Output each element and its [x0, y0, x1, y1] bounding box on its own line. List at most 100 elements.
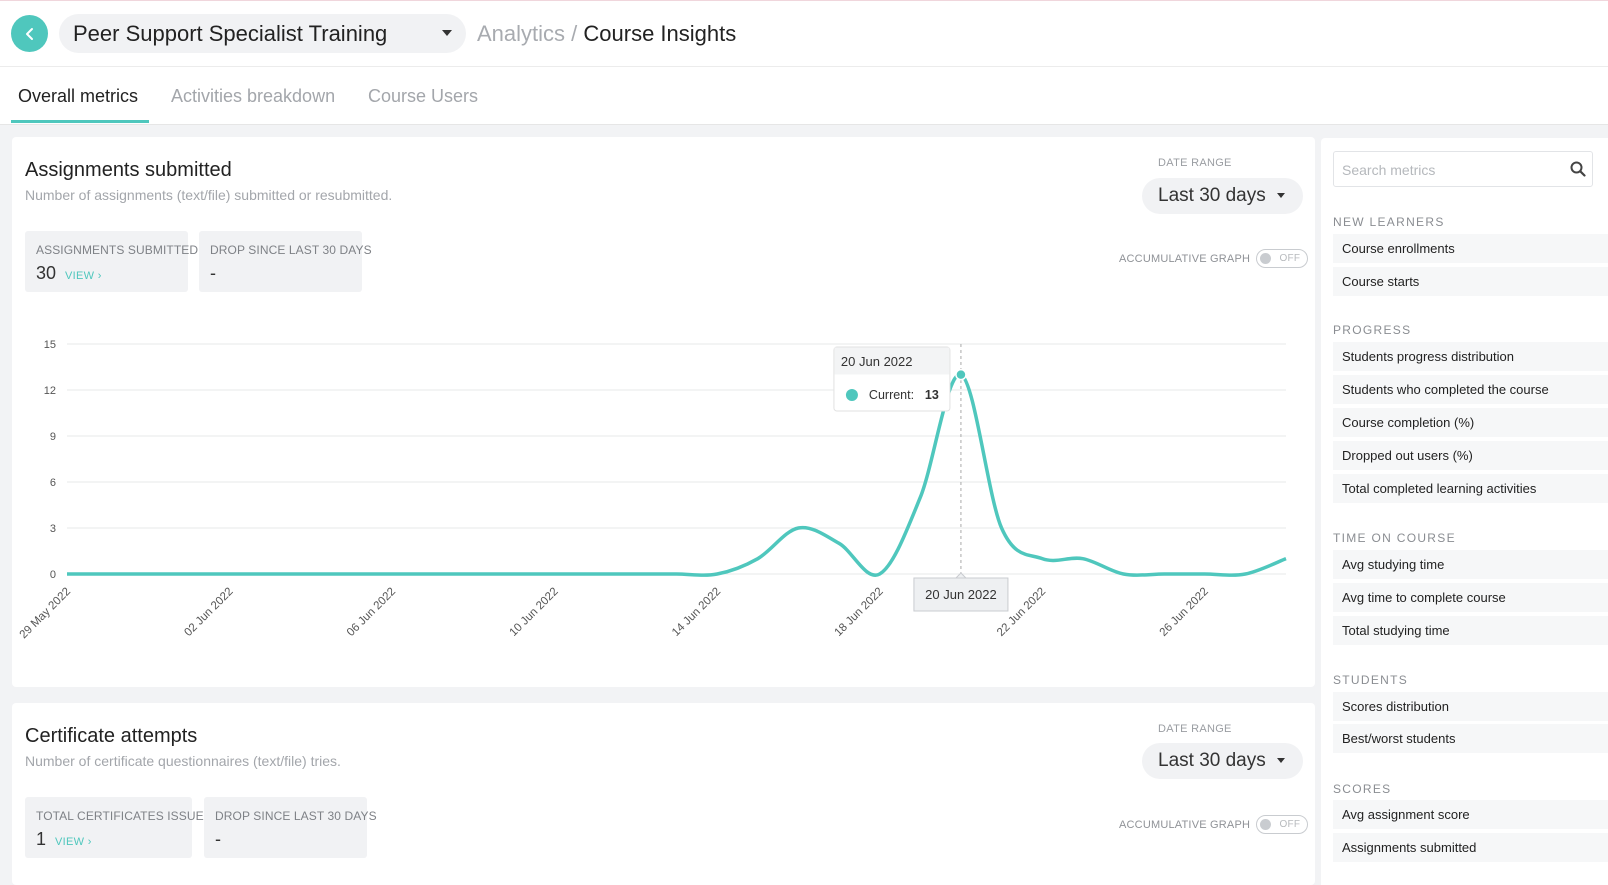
x-tick-label: 10 Jun 2022 [507, 586, 560, 639]
accumulative-toggle[interactable]: OFF [1256, 249, 1309, 268]
stat-value: - [210, 263, 216, 283]
breadcrumb-analytics[interactable]: Analytics / [477, 21, 578, 46]
stat-label: DROP SINCE LAST 30 DAYS [215, 809, 377, 823]
caret-down-icon [1277, 758, 1285, 763]
metric-scores-distribution[interactable]: Scores distribution [1333, 692, 1608, 721]
search-placeholder: Search metrics [1342, 162, 1436, 178]
metric-course-completion[interactable]: Course completion (%) [1333, 408, 1608, 437]
tab-activities-breakdown[interactable]: Activities breakdown [171, 86, 336, 106]
section-heading-new-learners: NEW LEARNERS [1333, 215, 1445, 229]
tabs-bar: Overall metrics Activities breakdown Cou… [0, 67, 1608, 125]
metric-dropped-out-users[interactable]: Dropped out users (%) [1333, 441, 1608, 470]
top-bar: Peer Support Specialist Training Analyti… [0, 0, 1608, 67]
y-tick-label: 15 [44, 339, 56, 351]
stat-drop-since: DROP SINCE LAST 30 DAYS - [204, 797, 377, 858]
stat-certificates-issued: TOTAL CERTIFICATES ISSUED 1 VIEW › [25, 797, 212, 858]
date-range-select[interactable]: Last 30 days [1142, 743, 1303, 779]
card-title: Assignments submitted [25, 159, 232, 181]
accumulative-graph-control: ACCUMULATIVE GRAPH OFF [1119, 249, 1309, 268]
stat-label: ASSIGNMENTS SUBMITTED [36, 243, 199, 257]
x-tick-label: 14 Jun 2022 [670, 586, 723, 639]
certificate-card: Certificate attempts Number of certifica… [12, 703, 1315, 885]
back-button[interactable] [11, 15, 48, 52]
metric-avg-time-complete[interactable]: Avg time to complete course [1333, 583, 1608, 612]
metric-avg-assignment-score[interactable]: Avg assignment score [1333, 800, 1608, 829]
stat-assignments-submitted: ASSIGNMENTS SUBMITTED 30 VIEW › [25, 231, 198, 292]
breadcrumb: Analytics / Course Insights [477, 21, 736, 47]
x-tick-label: 29 May 2022 [18, 586, 74, 642]
metric-avg-studying-time[interactable]: Avg studying time [1333, 550, 1608, 579]
y-tick-label: 0 [50, 569, 56, 581]
chevron-left-icon [25, 27, 33, 40]
y-tick-label: 12 [44, 385, 56, 397]
stat-label: DROP SINCE LAST 30 DAYS [210, 243, 372, 257]
x-tick-label: 02 Jun 2022 [182, 586, 235, 639]
data-point-highlight [955, 368, 967, 381]
date-range-value: Last 30 days [1158, 750, 1266, 771]
caret-down-icon [1277, 193, 1285, 198]
line-chart: 0 3 6 9 12 15 29 May 2022 02 Jun 2022 06 Jun 202… [18, 339, 1287, 642]
x-tick-label: 26 Jun 2022 [1158, 586, 1211, 639]
tab-overall-metrics[interactable]: Overall metrics [18, 86, 139, 106]
metric-course-starts[interactable]: Course starts [1333, 267, 1608, 296]
date-range-label: DATE RANGE [1158, 157, 1232, 169]
stat-value: 1 [36, 829, 47, 849]
toggle-state: OFF [1279, 819, 1301, 830]
y-tick-label: 3 [50, 523, 56, 535]
stat-drop-since: DROP SINCE LAST 30 DAYS - [199, 231, 372, 292]
card-subtitle: Number of certificate questionnaires (te… [25, 753, 341, 769]
toggle-knob [1260, 819, 1272, 830]
metric-best-worst-students[interactable]: Best/worst students [1333, 724, 1608, 753]
crosshair-label-pointer [955, 572, 967, 579]
crosshair-label: 20 Jun 2022 [925, 587, 997, 602]
assignments-card: Assignments submitted Number of assignme… [12, 137, 1315, 687]
section-heading-time-on-course: TIME ON COURSE [1333, 531, 1456, 545]
active-tab-indicator [11, 120, 149, 123]
date-range-label: DATE RANGE [1158, 723, 1232, 735]
y-tick-label: 6 [50, 477, 56, 489]
course-name: Peer Support Specialist Training [73, 20, 388, 46]
accumulative-toggle[interactable]: OFF [1256, 815, 1309, 834]
series-line-current [67, 372, 1287, 577]
metric-total-completed-activities[interactable]: Total completed learning activities [1333, 474, 1608, 503]
view-link[interactable]: VIEW › [55, 836, 92, 848]
stat-label: TOTAL CERTIFICATES ISSUED [36, 809, 213, 823]
card-subtitle: Number of assignments (text/file) submit… [25, 187, 393, 203]
accumulative-label: ACCUMULATIVE GRAPH [1119, 818, 1251, 831]
crosshair-label-box [913, 577, 1009, 612]
metric-assignments-submitted[interactable]: Assignments submitted [1333, 833, 1608, 862]
card-title: Certificate attempts [25, 725, 198, 747]
section-heading-scores: SCORES [1333, 782, 1392, 796]
section-heading-progress: PROGRESS [1333, 323, 1412, 337]
search-metrics-input[interactable]: Search metrics [1333, 151, 1593, 187]
stat-value: 30 [36, 263, 57, 283]
metric-students-completed-course[interactable]: Students who completed the course [1333, 375, 1608, 404]
page-title: Course Insights [583, 21, 737, 46]
tooltip-series-label: Current: [869, 388, 914, 402]
accumulative-graph-control: ACCUMULATIVE GRAPH OFF [1119, 815, 1309, 834]
search-icon[interactable] [1570, 161, 1586, 177]
y-tick-label: 9 [50, 431, 56, 443]
tooltip-header [834, 347, 950, 375]
toggle-state: OFF [1279, 253, 1301, 264]
view-link[interactable]: VIEW › [65, 270, 102, 282]
x-tick-label: 18 Jun 2022 [833, 586, 886, 639]
stat-value: - [215, 829, 221, 849]
tooltip-value: 13 [925, 388, 939, 402]
caret-down-icon [442, 30, 452, 36]
x-tick-label: 06 Jun 2022 [345, 586, 398, 639]
section-heading-students: STUDENTS [1333, 673, 1409, 687]
date-range-value: Last 30 days [1158, 185, 1266, 206]
metrics-sidebar: Search metrics NEW LEARNERS Course enrol… [1321, 138, 1608, 885]
metric-total-studying-time[interactable]: Total studying time [1333, 616, 1608, 645]
tooltip-series-dot [845, 389, 858, 401]
date-range-select[interactable]: Last 30 days [1142, 178, 1303, 214]
stat-value-row: 1 VIEW › [36, 829, 92, 850]
toggle-knob [1260, 253, 1272, 264]
metric-students-progress-distribution[interactable]: Students progress distribution [1333, 342, 1608, 371]
course-selector[interactable]: Peer Support Specialist Training [59, 14, 466, 53]
metric-course-enrollments[interactable]: Course enrollments [1333, 234, 1608, 263]
accumulative-label: ACCUMULATIVE GRAPH [1119, 252, 1251, 265]
tab-course-users[interactable]: Course Users [368, 86, 479, 106]
tooltip-date: 20 Jun 2022 [841, 354, 913, 369]
